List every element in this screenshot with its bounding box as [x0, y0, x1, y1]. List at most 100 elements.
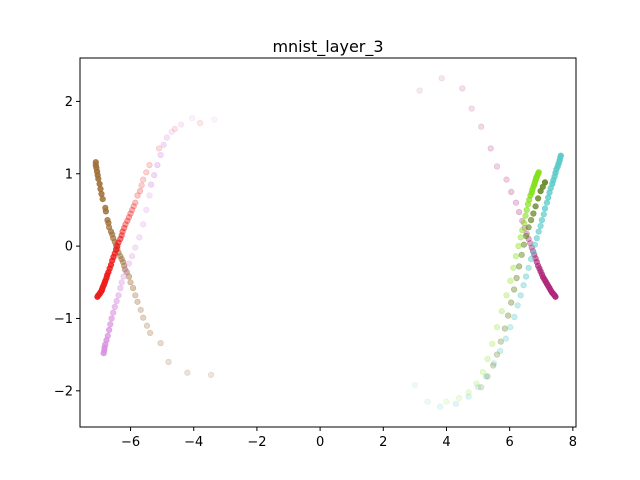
x-tick-label: −6 — [121, 435, 140, 450]
series-2 — [100, 114, 218, 357]
data-point — [118, 279, 125, 286]
data-point — [136, 188, 144, 195]
data-point — [530, 210, 537, 217]
y-tick-label: 1 — [65, 167, 73, 182]
data-point — [537, 188, 544, 195]
data-point — [479, 368, 486, 376]
data-point — [140, 314, 147, 321]
data-point — [510, 264, 517, 271]
data-point — [525, 224, 532, 231]
data-point — [95, 175, 102, 182]
data-point — [522, 273, 530, 280]
x-tick-label: −2 — [247, 435, 266, 450]
data-point — [498, 308, 505, 315]
data-point — [154, 162, 161, 169]
data-point — [119, 228, 126, 235]
data-point — [502, 335, 510, 342]
data-point — [134, 298, 141, 305]
data-point — [515, 263, 523, 270]
data-point — [520, 241, 528, 248]
y-tick-label: −1 — [54, 312, 73, 327]
data-point — [493, 324, 501, 331]
data-point — [478, 384, 485, 391]
data-point — [138, 182, 145, 189]
data-point — [515, 243, 522, 250]
data-point — [534, 195, 542, 202]
data-point — [115, 292, 122, 299]
data-point — [465, 393, 472, 400]
data-point — [503, 176, 510, 183]
data-point — [120, 273, 127, 280]
data-point — [160, 141, 167, 148]
data-point — [452, 400, 460, 407]
plot-frame — [79, 57, 577, 428]
data-point — [143, 206, 150, 213]
data-point — [110, 309, 117, 316]
data-point — [443, 398, 450, 405]
data-point — [125, 260, 133, 267]
data-point — [475, 384, 482, 391]
points-layer — [92, 75, 564, 410]
data-point — [487, 145, 494, 152]
data-point — [545, 194, 552, 201]
data-point — [525, 264, 532, 271]
data-point — [155, 145, 163, 152]
data-point — [522, 232, 530, 240]
data-point — [538, 217, 546, 224]
data-point — [136, 234, 143, 241]
data-point — [157, 340, 164, 347]
data-point — [522, 212, 529, 219]
data-point — [517, 292, 524, 299]
data-point — [468, 105, 475, 112]
data-point — [157, 151, 164, 159]
data-point — [121, 224, 128, 232]
data-point — [531, 241, 539, 248]
data-point — [484, 355, 491, 363]
data-point — [438, 75, 445, 82]
x-tick-label: 8 — [569, 435, 577, 450]
data-point — [490, 360, 498, 367]
y-axis: −2 −1 0 1 2 — [54, 95, 80, 399]
data-point — [540, 211, 547, 218]
data-point — [537, 222, 544, 229]
data-point — [424, 398, 431, 405]
data-point — [535, 228, 542, 235]
data-point — [125, 214, 133, 221]
x-tick-label: 2 — [379, 435, 387, 450]
data-point — [132, 292, 139, 299]
x-tick-label: −4 — [184, 435, 203, 450]
data-point — [146, 162, 153, 169]
data-point — [129, 253, 136, 260]
data-point — [134, 192, 141, 199]
data-point — [127, 279, 134, 286]
data-point — [113, 298, 120, 305]
data-point — [459, 85, 466, 92]
data-point — [456, 395, 463, 402]
data-point — [490, 362, 497, 369]
data-point — [503, 292, 510, 299]
data-point — [137, 306, 144, 313]
data-point — [533, 235, 540, 242]
data-point — [140, 176, 147, 183]
data-point — [520, 219, 528, 227]
data-point — [512, 199, 520, 206]
data-point — [517, 234, 524, 241]
data-point — [125, 273, 133, 280]
data-point — [127, 210, 134, 217]
data-point — [510, 286, 518, 293]
data-point — [130, 285, 137, 292]
data-point — [465, 389, 472, 396]
data-point — [507, 277, 514, 284]
data-point — [96, 180, 103, 187]
data-point — [165, 358, 172, 366]
series-6 — [443, 169, 542, 405]
data-point — [208, 371, 215, 379]
data-point — [493, 351, 501, 358]
y-tick-label: 2 — [65, 95, 73, 110]
data-point — [211, 116, 218, 123]
data-point — [132, 199, 139, 206]
data-point — [478, 123, 485, 130]
data-point — [168, 128, 175, 135]
data-point — [527, 217, 535, 224]
data-point — [148, 181, 155, 188]
